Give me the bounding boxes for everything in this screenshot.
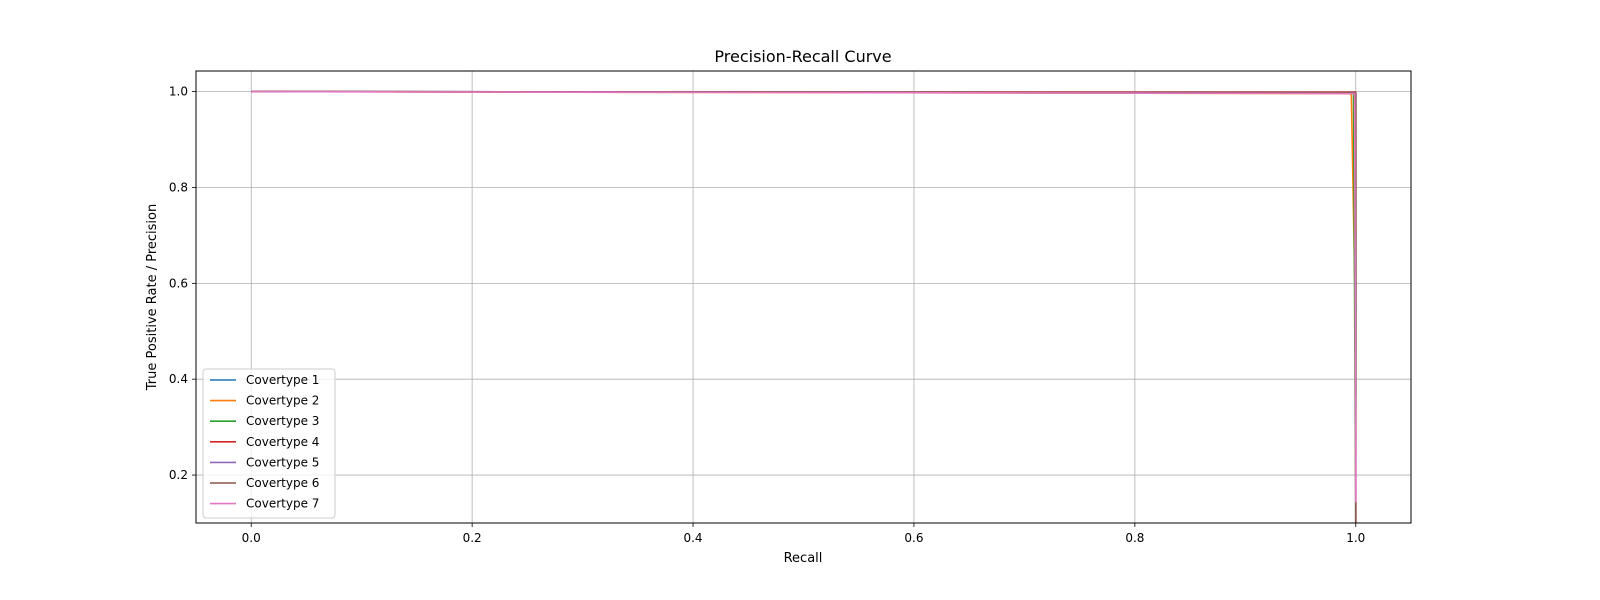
y-tick-label: 0.4 — [169, 372, 188, 386]
series-line-6 — [251, 90, 1357, 523]
x-tick-label: 0.0 — [242, 531, 261, 545]
x-tick-label: 0.4 — [683, 531, 702, 545]
legend-label: Covertype 7 — [246, 497, 319, 511]
y-tick-label: 0.8 — [169, 180, 188, 194]
legend-label: Covertype 4 — [246, 435, 319, 449]
legend-label: Covertype 2 — [246, 394, 319, 408]
series-line-3 — [251, 90, 1357, 524]
legend-label: Covertype 6 — [246, 476, 319, 490]
series-line-7 — [251, 90, 1357, 503]
legend-box — [202, 368, 336, 519]
series-line-1 — [251, 90, 1357, 396]
x-tick-label: 1.0 — [1346, 531, 1365, 545]
series-line-4 — [251, 90, 1357, 523]
x-axis-label: Recall — [784, 551, 823, 566]
chart-title: Precision-Recall Curve — [714, 47, 891, 66]
legend-label: Covertype 3 — [246, 414, 319, 428]
legend: Covertype 1 Covertype 2 Covertype 3 Coverty… — [202, 368, 336, 519]
x-tick-label: 0.2 — [463, 531, 482, 545]
series-lines — [251, 90, 1357, 524]
legend-label: Covertype 1 — [246, 373, 319, 387]
x-tick-label: 0.8 — [1125, 531, 1144, 545]
grid — [196, 71, 1411, 523]
plot-frame — [195, 70, 1412, 524]
series-line-5 — [251, 90, 1357, 523]
legend-label: Covertype 5 — [246, 455, 319, 469]
axis-ticks: 0.0 0.2 0.4 0.6 0.8 1.0 0.2 0.4 0.6 0.8 1.0 — [169, 85, 1365, 545]
y-axis-label: True Positive Rate / Precision — [145, 204, 160, 391]
y-tick-label: 1.0 — [169, 85, 188, 99]
y-tick-label: 0.6 — [169, 276, 188, 290]
series-line-2 — [251, 90, 1357, 338]
y-tick-label: 0.2 — [169, 468, 188, 482]
x-tick-label: 0.6 — [904, 531, 923, 545]
